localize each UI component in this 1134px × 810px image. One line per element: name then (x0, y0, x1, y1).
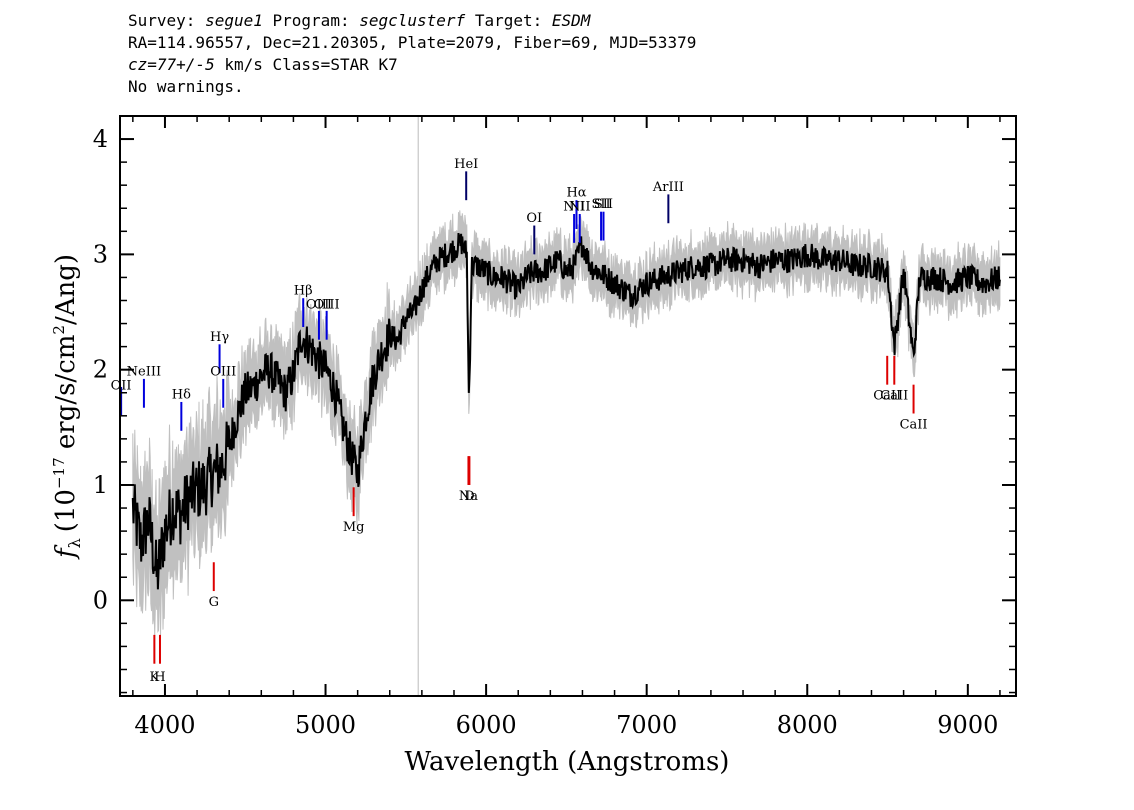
absorption-label-caii: CaII (880, 389, 908, 404)
absorption-label-na: Na (459, 489, 478, 504)
x-tick-label: 8000 (777, 711, 838, 739)
y-axis-units-c: /Ang) (51, 254, 81, 325)
emission-label-hδ: Hδ (172, 388, 191, 403)
y-tick-label: 1 (93, 471, 108, 499)
header-line-2: RA=114.96557, Dec=21.20305, Plate=2079, … (128, 33, 697, 52)
absorption-label-d: D (464, 489, 474, 504)
emission-label-sii: SII (594, 197, 613, 212)
redshift-value: cz=77+/-5 (128, 55, 215, 74)
target-value: ESDM (551, 11, 591, 30)
y-axis-exponent: −17 (50, 457, 68, 489)
absorption-label-g: G (209, 595, 219, 610)
x-tick-label: 4000 (134, 711, 195, 739)
survey-value: segue1 (205, 11, 263, 30)
absorption-label-caii: CaII (900, 417, 928, 432)
error-band (132, 210, 1001, 638)
absorption-label-k: K (150, 670, 160, 685)
survey-label: Survey: (128, 11, 196, 30)
axis-ticks: 4000 5000 6000 7000 8000 9000 0 1 2 3 4 (93, 116, 1016, 739)
redshift-unit: km/s (224, 55, 263, 74)
y-axis-units-a: (10 (51, 489, 81, 532)
y-axis-exponent-2: 2 (50, 325, 68, 335)
x-tick-label: 6000 (456, 711, 517, 739)
emission-label-hγ: Hγ (210, 330, 229, 345)
error-band-area (132, 210, 1001, 638)
emission-label-ariii: ArIII (652, 180, 684, 195)
absorption-label-mg: Mg (343, 520, 365, 535)
x-axis-title: Wavelength (Angstroms) (405, 747, 730, 777)
x-tick-label: 9000 (937, 711, 998, 739)
program-value: segclusterf (359, 11, 466, 30)
header-line-1: Survey: segue1 Program: segclusterf Targ… (128, 10, 696, 32)
absorption-label-h: H (154, 670, 165, 685)
emission-label-hβ: Hβ (294, 284, 313, 299)
class-value: Class=STAR K7 (272, 55, 398, 74)
y-axis-units-b: erg/s/cm (51, 335, 81, 458)
spectrum-line (131, 233, 1001, 590)
header-line-4: No warnings. (128, 77, 244, 96)
emission-label-sii: SII (591, 197, 610, 212)
emission-label-oiii: OIII (210, 364, 236, 379)
x-tick-label: 7000 (616, 711, 677, 739)
emission-label-hei: HeI (454, 157, 478, 172)
emission-label-neiii: NeIII (127, 364, 161, 379)
program-label: Program: (272, 11, 350, 30)
plot-frame (119, 115, 1017, 697)
y-tick-label: 4 (93, 125, 108, 153)
header-line-3: cz=77+/-5 km/s Class=STAR K7 (128, 54, 696, 76)
emission-label-nii: NII (563, 200, 585, 215)
emission-label-oiii: OIII (306, 298, 332, 313)
y-tick-label: 0 (93, 586, 108, 614)
y-tick-label: 2 (93, 356, 108, 384)
spectrum-header: Survey: segue1 Program: segclusterf Targ… (128, 10, 696, 98)
y-axis-title: fλ(10−17 erg/s/cm2/Ang) (50, 254, 84, 560)
emission-label-oiii: OIII (314, 298, 340, 313)
x-tick-label: 5000 (295, 711, 356, 739)
y-tick-label: 3 (93, 240, 108, 268)
target-label: Target: (474, 11, 543, 30)
y-axis-subscript: λ (65, 538, 84, 548)
spectrum-series (131, 233, 1001, 590)
emission-label-oii: OII (111, 378, 132, 393)
emission-label-hα: Hα (566, 186, 586, 201)
absorption-label-caii: CaII (873, 389, 901, 404)
emission-label-oi: OI (526, 211, 542, 226)
emission-label-nii: NII (569, 200, 591, 215)
